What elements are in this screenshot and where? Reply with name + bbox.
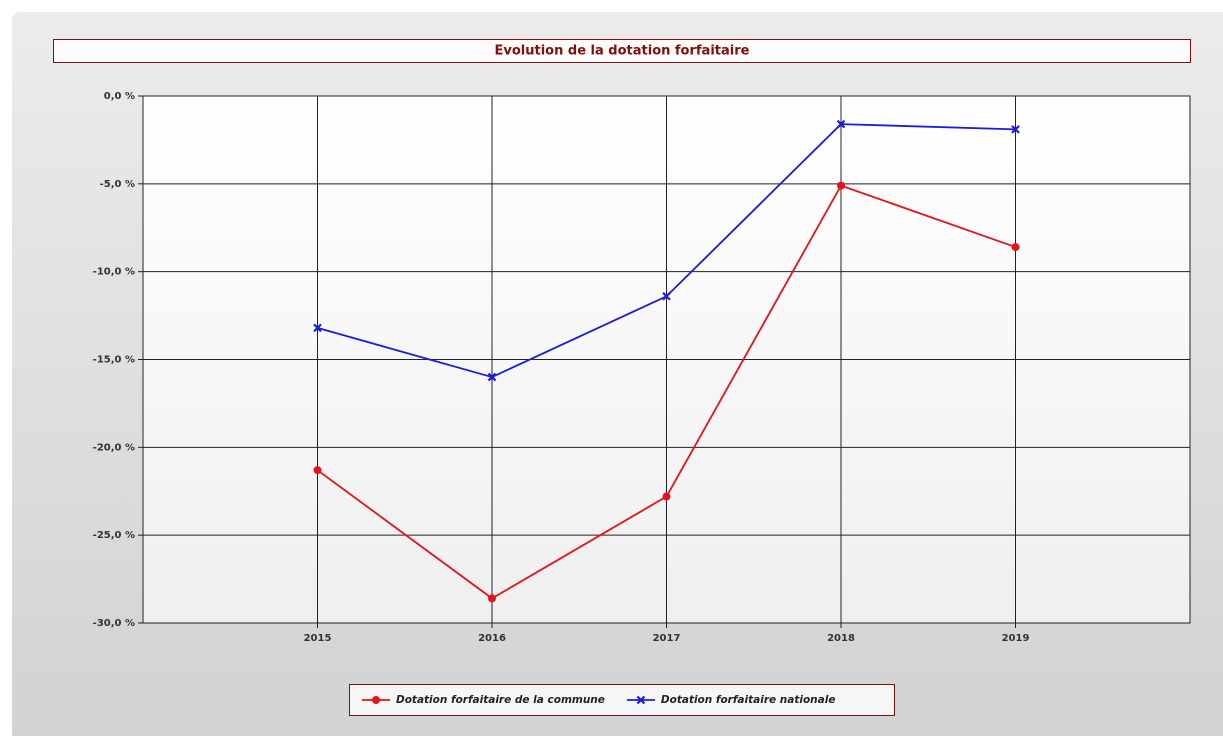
y-tick-label: 0,0 % bbox=[104, 91, 135, 102]
y-tick-label: -20,0 % bbox=[93, 442, 135, 453]
x-tick-label: 2015 bbox=[304, 633, 332, 644]
data-point bbox=[487, 372, 497, 382]
data-point bbox=[488, 594, 496, 603]
y-tick-label: -25,0 % bbox=[93, 530, 135, 541]
data-point bbox=[1011, 125, 1020, 134]
data-point bbox=[836, 119, 846, 129]
data-point bbox=[662, 492, 671, 501]
data-point bbox=[1011, 243, 1020, 252]
legend-marker bbox=[372, 696, 380, 704]
legend-label: Dotation forfaitaire de la commune bbox=[396, 694, 605, 706]
y-tick-label: -15,0 % bbox=[93, 355, 135, 366]
data-point bbox=[662, 291, 671, 301]
chart-title: Evolution de la dotation forfaitaire bbox=[495, 44, 750, 59]
y-tick-label: -30,0 % bbox=[93, 618, 135, 629]
x-tick-label: 2016 bbox=[478, 633, 506, 644]
legend-marker bbox=[636, 695, 646, 705]
y-tick-label: -5,0 % bbox=[100, 179, 135, 190]
title-box bbox=[53, 39, 1191, 63]
legend bbox=[349, 684, 895, 716]
data-point bbox=[313, 466, 322, 475]
y-tick-label: -10,0 % bbox=[93, 267, 135, 278]
data-point bbox=[313, 323, 322, 333]
data-point bbox=[837, 181, 845, 190]
x-tick-label: 2018 bbox=[827, 633, 855, 644]
x-tick-label: 2019 bbox=[1002, 633, 1030, 644]
x-tick-label: 2017 bbox=[653, 633, 681, 644]
legend-label: Dotation forfaitaire nationale bbox=[661, 694, 836, 706]
